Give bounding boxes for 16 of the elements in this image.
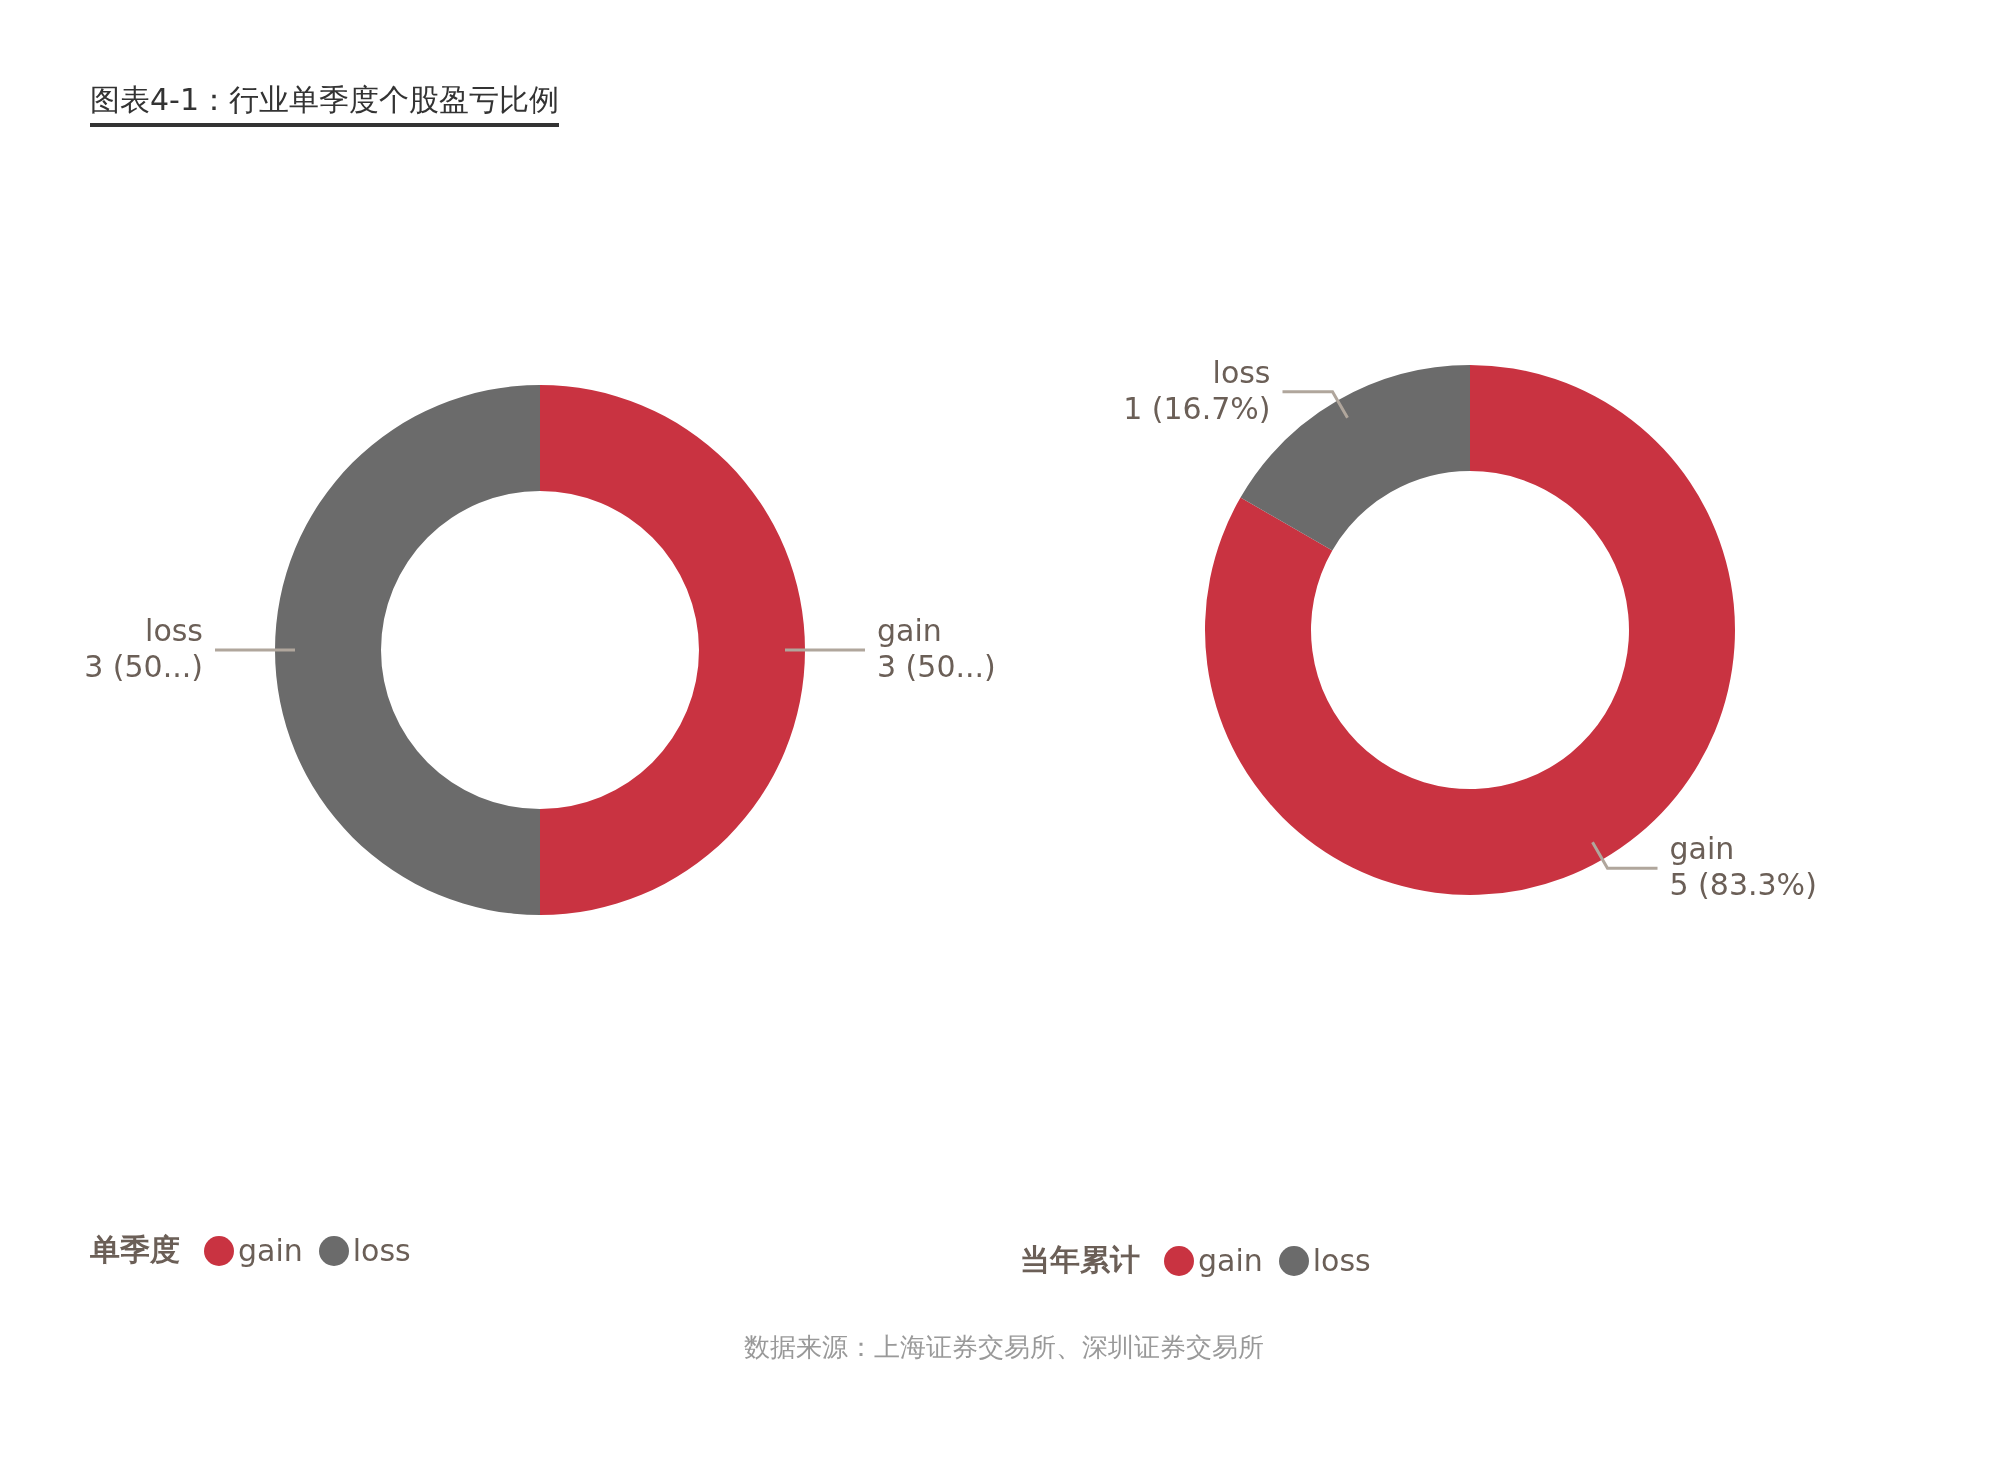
data-label: 3 (50...) bbox=[877, 648, 996, 684]
data-label: 1 (16.7%) bbox=[1123, 390, 1271, 426]
slice-label: gain bbox=[877, 612, 942, 648]
legend-label: loss bbox=[352, 1233, 411, 1268]
legend-label: loss bbox=[1312, 1243, 1371, 1278]
legend-title: 单季度 bbox=[90, 1231, 180, 1269]
data-label: 5 (83.3%) bbox=[1669, 866, 1817, 902]
legend-label: gain bbox=[1198, 1243, 1263, 1278]
slice-label: gain bbox=[1669, 830, 1735, 866]
legend-label: gain bbox=[238, 1233, 303, 1268]
slice-label: loss bbox=[145, 612, 203, 648]
chart-title: 图表4-1：行业单季度个股盈亏比例 bbox=[90, 80, 559, 127]
legend-title: 当年累计 bbox=[1020, 1241, 1140, 1279]
slice-label: loss bbox=[1212, 354, 1271, 390]
source-note: 数据来源：上海证券交易所、深圳证券交易所 bbox=[743, 1331, 1265, 1364]
data-label: 3 (50...) bbox=[84, 648, 203, 684]
